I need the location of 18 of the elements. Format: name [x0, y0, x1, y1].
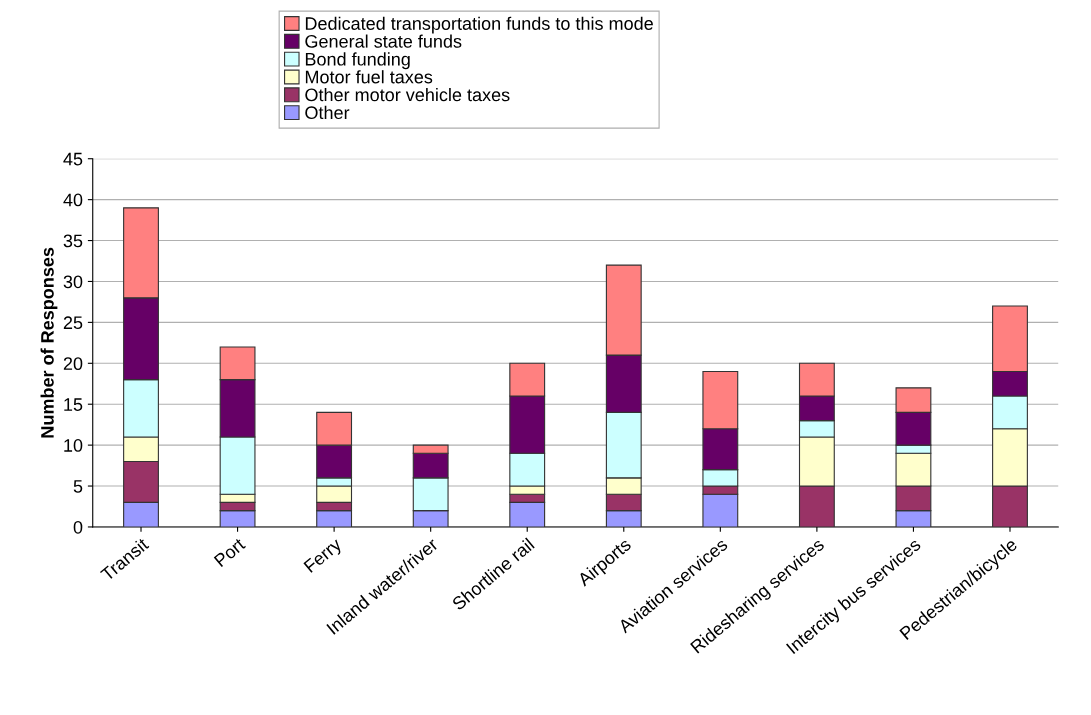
y-tick-label: 20: [63, 357, 83, 371]
legend-label: Motor fuel taxes: [305, 70, 433, 84]
y-tick-label: 0: [73, 520, 83, 534]
legend-label: General state funds: [305, 34, 462, 48]
y-tick-label: 15: [64, 398, 83, 411]
y-tick-label: 35: [63, 234, 83, 248]
legend-label: Bond funding: [305, 52, 410, 70]
y-axis-title: Number of Responses: [40, 247, 58, 438]
y-tick-label: 5: [73, 480, 83, 493]
legend-label: Other motor vehicle taxes: [305, 88, 510, 102]
y-tick-label: 25: [63, 316, 83, 330]
legend-label: Other: [305, 105, 350, 120]
legend-label: Dedicated transportation funds to this mode: [305, 16, 653, 34]
y-tick-label: 40: [63, 193, 83, 207]
y-tick-label: 10: [64, 439, 83, 452]
y-tick-label: 45: [63, 152, 83, 166]
y-tick-label: 30: [63, 275, 83, 289]
x-tick-label: Port: [213, 537, 246, 568]
